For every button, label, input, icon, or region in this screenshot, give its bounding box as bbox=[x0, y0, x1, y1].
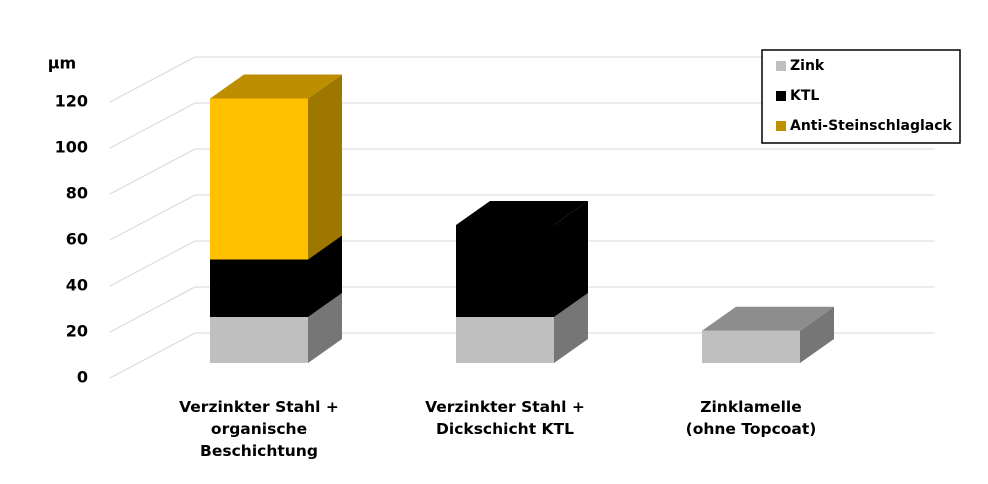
x-tick-label: Verzinkter Stahl + organische Beschichtu… bbox=[179, 398, 339, 460]
bar-top bbox=[702, 306, 834, 331]
x-tick-label: Zinklamelle (ohne Topcoat) bbox=[685, 398, 817, 438]
bar-segment bbox=[702, 306, 834, 363]
bar-side bbox=[308, 235, 342, 317]
legend-swatch bbox=[776, 91, 786, 101]
grid-side bbox=[109, 56, 196, 103]
bar-front bbox=[702, 330, 800, 363]
bar-front bbox=[210, 259, 308, 317]
legend-swatch bbox=[776, 61, 786, 71]
legend-label: Zink bbox=[790, 58, 825, 74]
bar-front bbox=[210, 98, 308, 260]
grid-side bbox=[109, 194, 196, 241]
legend-swatch bbox=[776, 121, 786, 131]
y-tick-label: 60 bbox=[66, 230, 88, 249]
y-tick-label: 40 bbox=[66, 276, 88, 295]
bar-top bbox=[210, 74, 342, 99]
legend-label: Anti-Steinschlaglack bbox=[790, 118, 953, 134]
legend: Zink KTL Anti-Steinschlaglack bbox=[761, 49, 961, 144]
y-tick-label: 120 bbox=[55, 92, 88, 111]
y-tick-label: 20 bbox=[66, 322, 88, 341]
y-tick-label: 100 bbox=[55, 138, 88, 157]
y-tick-label: 80 bbox=[66, 184, 88, 203]
grid-side bbox=[109, 102, 196, 149]
grid-side bbox=[109, 286, 196, 333]
grid-side bbox=[109, 148, 196, 195]
legend-box bbox=[761, 49, 961, 144]
x-tick-label: Verzinkter Stahl + Dickschicht KTL bbox=[425, 398, 585, 438]
legend-label: KTL bbox=[790, 88, 819, 104]
bar-side bbox=[554, 201, 588, 317]
y-tick-label: 0 bbox=[77, 368, 88, 387]
y-axis-label: µm bbox=[48, 54, 76, 73]
bar-front bbox=[210, 317, 308, 363]
bar-side bbox=[308, 293, 342, 363]
bar-segment bbox=[210, 74, 342, 260]
grid-side bbox=[109, 240, 196, 287]
bar-side bbox=[554, 293, 588, 363]
bar-front bbox=[456, 225, 554, 317]
bar-top bbox=[456, 201, 588, 225]
bar-front bbox=[456, 317, 554, 363]
grid-side bbox=[109, 332, 196, 379]
bar-segment bbox=[456, 201, 588, 317]
bar-side bbox=[308, 74, 342, 260]
bar-side bbox=[800, 306, 834, 363]
